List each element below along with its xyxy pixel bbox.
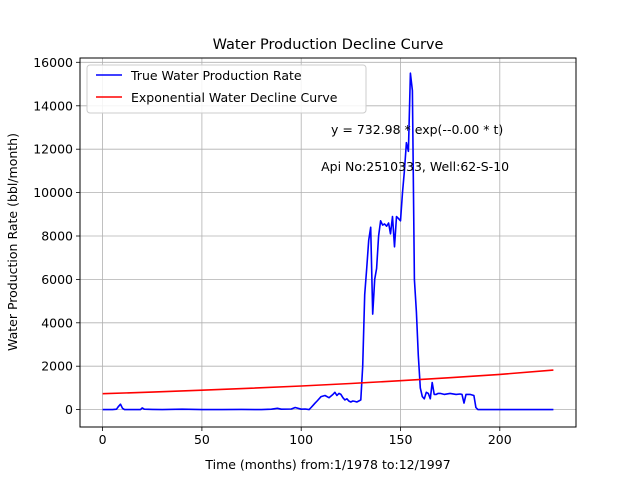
well-id-annotation: Api No:2510333, Well:62-S-10 (321, 159, 509, 174)
legend: True Water Production Rate Exponential W… (86, 64, 367, 114)
x-tick-label: 200 (488, 432, 512, 447)
y-tick-label: 0 (65, 402, 73, 417)
y-tick-label: 14000 (33, 98, 73, 113)
x-tick-label: 150 (389, 432, 413, 447)
legend-box (86, 64, 367, 114)
plot-frame (79, 57, 577, 428)
y-tick-label: 12000 (33, 142, 73, 157)
y-tick-label: 10000 (33, 185, 73, 200)
y-axis-label: Water Production Rate (bbl/month) (5, 133, 20, 351)
chart-title: Water Production Decline Curve (213, 37, 444, 53)
x-tick-label: 0 (99, 432, 107, 447)
exponential-decline-curve-line (102, 369, 554, 395)
y-tick-label: 2000 (41, 359, 73, 374)
axis-ticks: 0 50 100 150 2000200040006000800010000120001… (33, 55, 512, 447)
y-tick-label: 16000 (33, 55, 73, 70)
annotations: y = 732.98 * exp(--0.00 * t) Api No:25103… (321, 122, 509, 174)
legend-label-true-rate: True Water Production Rate (130, 68, 302, 83)
grid-lines (80, 58, 576, 427)
y-tick-label: 8000 (41, 229, 73, 244)
x-axis-label: Time (months) from:1/1978 to:12/1997 (204, 457, 450, 472)
y-tick-label: 6000 (41, 272, 73, 287)
legend-label-exponential-curve: Exponential Water Decline Curve (131, 90, 338, 105)
x-tick-label: 50 (194, 432, 210, 447)
true-water-production-rate-line (102, 72, 554, 411)
x-tick-label: 100 (289, 432, 313, 447)
y-tick-label: 4000 (41, 315, 73, 330)
series-lines (102, 72, 554, 411)
fit-equation-annotation: y = 732.98 * exp(--0.00 * t) (331, 122, 503, 137)
